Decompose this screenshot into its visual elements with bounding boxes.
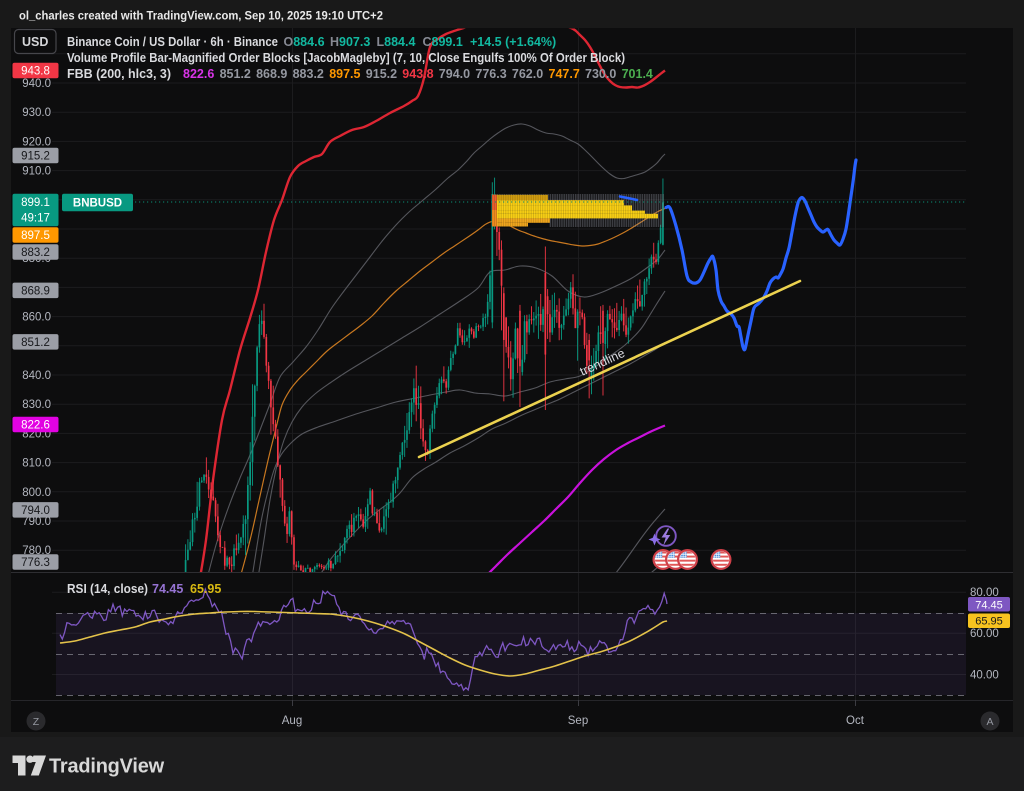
svg-text:762.0: 762.0 xyxy=(512,67,543,81)
svg-text:910.0: 910.0 xyxy=(22,166,51,178)
svg-text:65.95: 65.95 xyxy=(975,616,1003,628)
svg-text:H907.3: H907.3 xyxy=(330,35,370,49)
svg-text:C899.1: C899.1 xyxy=(423,35,463,49)
svg-text:868.9: 868.9 xyxy=(256,67,287,81)
svg-text:851.2: 851.2 xyxy=(21,337,50,349)
svg-text:883.2: 883.2 xyxy=(21,247,50,259)
svg-text:RSI (14, close): RSI (14, close) xyxy=(67,582,148,596)
svg-text:O884.6: O884.6 xyxy=(284,35,325,49)
svg-text:USD: USD xyxy=(22,35,48,49)
svg-text:60.00: 60.00 xyxy=(970,628,999,640)
svg-text:868.9: 868.9 xyxy=(21,285,50,297)
svg-text:BNBUSD: BNBUSD xyxy=(73,197,122,209)
svg-text:Binance Coin / US Dollar · 6h: Binance Coin / US Dollar · 6h · Binance xyxy=(67,35,278,49)
svg-text:830.0: 830.0 xyxy=(22,399,51,411)
svg-text:794.0: 794.0 xyxy=(21,505,50,517)
svg-text:701.4: 701.4 xyxy=(622,67,653,81)
svg-text:80.00: 80.00 xyxy=(970,587,999,599)
svg-text:822.6: 822.6 xyxy=(21,420,50,432)
svg-text:747.7: 747.7 xyxy=(549,67,580,81)
svg-text:930.0: 930.0 xyxy=(22,107,51,119)
svg-text:776.3: 776.3 xyxy=(21,557,50,569)
svg-text:860.0: 860.0 xyxy=(22,312,51,324)
svg-text:65.95: 65.95 xyxy=(190,582,221,596)
svg-text:Oct: Oct xyxy=(846,715,865,727)
svg-text:851.2: 851.2 xyxy=(220,67,251,81)
svg-text:897.5: 897.5 xyxy=(21,230,50,242)
svg-text:915.2: 915.2 xyxy=(21,150,50,162)
svg-text:+14.5 (+1.64%): +14.5 (+1.64%) xyxy=(470,35,556,49)
svg-text:822.6: 822.6 xyxy=(183,67,214,81)
svg-text:794.0: 794.0 xyxy=(439,67,470,81)
svg-text:897.5: 897.5 xyxy=(329,67,360,81)
svg-text:Volume Profile Bar-Magnified O: Volume Profile Bar-Magnified Order Block… xyxy=(67,51,625,65)
svg-text:800.0: 800.0 xyxy=(22,487,51,499)
svg-text:883.2: 883.2 xyxy=(293,67,324,81)
svg-text:790.0: 790.0 xyxy=(22,516,51,528)
svg-text:943.8: 943.8 xyxy=(402,67,433,81)
svg-text:Sep: Sep xyxy=(568,715,588,727)
svg-text:920.0: 920.0 xyxy=(22,136,51,148)
svg-text:74.45: 74.45 xyxy=(975,599,1003,611)
svg-text:49:17: 49:17 xyxy=(21,213,50,225)
svg-text:L884.4: L884.4 xyxy=(377,35,416,49)
svg-text:ol_charles created with Tradin: ol_charles created with TradingView.com,… xyxy=(19,9,383,23)
svg-text:FBB (200, hlc3, 3): FBB (200, hlc3, 3) xyxy=(67,67,171,81)
svg-text:74.45: 74.45 xyxy=(152,582,183,596)
svg-text:940.0: 940.0 xyxy=(22,78,51,90)
svg-text:Aug: Aug xyxy=(282,715,302,727)
svg-text:776.3: 776.3 xyxy=(475,67,506,81)
svg-text:730.0: 730.0 xyxy=(585,67,616,81)
svg-text:840.0: 840.0 xyxy=(22,370,51,382)
svg-text:TradingView: TradingView xyxy=(49,755,164,778)
svg-text:Z: Z xyxy=(33,716,40,728)
svg-text:A: A xyxy=(986,716,993,728)
svg-text:40.00: 40.00 xyxy=(970,670,999,682)
svg-text:899.1: 899.1 xyxy=(21,197,50,209)
svg-text:943.8: 943.8 xyxy=(21,66,50,78)
svg-text:810.0: 810.0 xyxy=(22,458,51,470)
svg-text:915.2: 915.2 xyxy=(366,67,397,81)
